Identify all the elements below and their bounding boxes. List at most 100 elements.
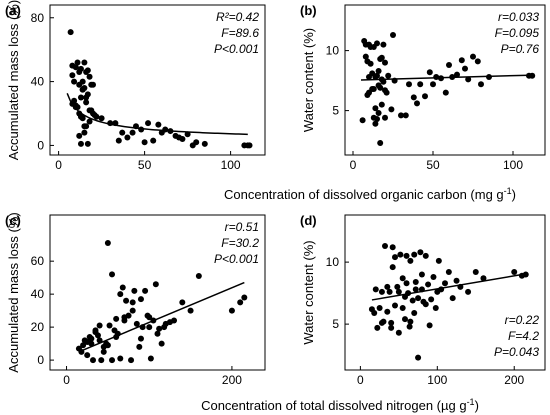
stat-annotation: P=0.043 (494, 345, 539, 359)
data-point (422, 301, 429, 308)
plot-frame (49, 4, 266, 156)
data-point (359, 117, 366, 124)
data-point (470, 53, 476, 60)
data-point (84, 352, 91, 359)
panel-b: 0 50 100 5 10 Water content (%) (b) r=0.033 F=0.… (300, 3, 546, 172)
data-point (398, 112, 404, 119)
data-point (375, 110, 382, 116)
data-point (407, 257, 414, 264)
data-point (179, 136, 186, 143)
data-point (402, 293, 408, 300)
data-point (104, 240, 111, 247)
x-axis-title-bottom: Concentration of total dissolved nitroge… (201, 397, 479, 413)
data-point (414, 100, 420, 107)
data-point (446, 62, 452, 68)
data-point (457, 283, 464, 290)
y-tick-label: 40 (31, 75, 45, 89)
data-point (376, 305, 383, 311)
data-point (133, 123, 139, 130)
data-point (78, 348, 85, 355)
data-point (131, 287, 138, 294)
data-point (399, 275, 406, 282)
data-point (237, 299, 244, 306)
x-tick-label: 100 (427, 373, 447, 387)
data-point (390, 32, 396, 38)
data-point (442, 89, 449, 96)
data-point (128, 357, 135, 364)
data-point (438, 75, 444, 82)
data-point (384, 283, 391, 290)
fit-line (66, 93, 248, 136)
data-point (410, 94, 417, 101)
data-point (388, 324, 395, 331)
data-point (84, 140, 91, 147)
data-point (391, 77, 398, 84)
x-tick-label: 50 (138, 158, 152, 172)
data-point (465, 76, 472, 83)
data-point (96, 322, 103, 329)
data-point (246, 142, 253, 149)
data-point (428, 296, 435, 303)
y-tick-label: 20 (31, 320, 45, 334)
data-point (184, 131, 191, 138)
data-point (406, 81, 412, 88)
data-point (374, 40, 380, 47)
data-point (150, 137, 157, 144)
data-point (415, 295, 422, 302)
data-point (81, 129, 88, 136)
data-point (435, 257, 442, 264)
y-axis-title: Accumulated mass loss (%) (6, 212, 21, 372)
data-point (474, 58, 481, 65)
stat-annotation: r=0.22 (505, 313, 540, 327)
data-point (366, 74, 372, 80)
data-point (386, 288, 393, 295)
data-point (412, 286, 419, 293)
data-point (77, 94, 84, 101)
data-point (92, 329, 99, 336)
data-point (106, 322, 113, 329)
data-point (195, 273, 202, 280)
data-point (378, 54, 385, 61)
data-point (171, 317, 178, 324)
data-point (141, 139, 148, 146)
x-tick-label: 0 (63, 373, 70, 387)
data-point (129, 129, 136, 136)
data-point (112, 120, 119, 127)
panel-label: (d) (300, 213, 317, 228)
data-point (389, 244, 396, 251)
data-point (79, 115, 86, 122)
data-point (83, 99, 90, 106)
data-point (155, 121, 162, 128)
data-point (394, 283, 401, 290)
data-point (121, 314, 128, 321)
data-point (100, 348, 107, 355)
data-point (486, 74, 492, 80)
data-point (392, 254, 398, 261)
data-point (98, 357, 105, 364)
data-point (69, 72, 76, 79)
data-point (241, 294, 248, 301)
fit-line (371, 273, 526, 301)
data-point (119, 284, 126, 291)
data-point (167, 128, 174, 135)
data-point (96, 337, 103, 344)
data-point (88, 335, 95, 342)
data-point (117, 355, 124, 362)
data-point (412, 278, 419, 285)
panel-c: 0 200 0 20 40 60 Accumulated mass loss (%)(c) r… (5, 212, 266, 387)
data-point (77, 140, 84, 147)
data-point (389, 264, 396, 271)
stat-annotation: R²=0.42 (216, 10, 259, 24)
data-point (193, 139, 200, 146)
x-tick-label: 50 (426, 158, 440, 172)
data-point (511, 269, 518, 276)
data-point (375, 68, 382, 74)
data-point (133, 320, 140, 327)
data-point (395, 288, 402, 295)
data-point (372, 120, 379, 127)
data-point (383, 89, 390, 96)
data-point (417, 249, 424, 256)
data-point (367, 60, 374, 67)
data-point (397, 251, 404, 258)
